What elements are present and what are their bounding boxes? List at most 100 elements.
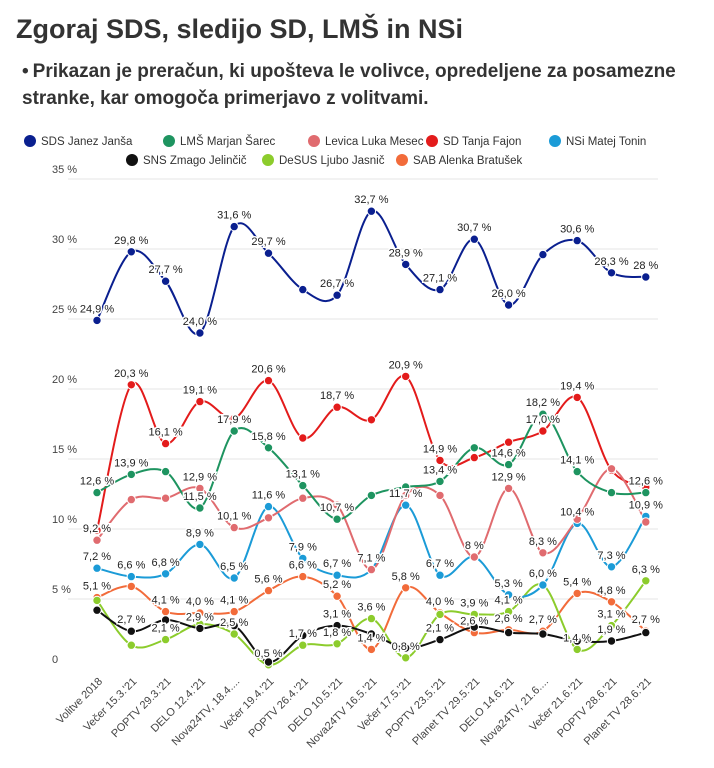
- data-label: 1,8 %: [323, 627, 351, 639]
- data-point: [435, 455, 445, 466]
- data-point: [263, 248, 274, 258]
- data-point: [469, 443, 479, 453]
- data-label: 26,7 %: [320, 278, 354, 290]
- data-point: [263, 585, 274, 596]
- x-tick-label: POPTV 26.4.'21: [246, 676, 310, 740]
- data-point: [401, 653, 411, 663]
- data-point: [401, 583, 411, 593]
- data-point: [606, 636, 617, 646]
- data-point: [401, 643, 411, 653]
- legend-marker: [126, 154, 138, 166]
- data-point: [572, 392, 582, 403]
- data-label: 17,0 %: [526, 414, 560, 426]
- data-label: 19,4 %: [560, 380, 594, 392]
- data-label: 17,9 %: [217, 414, 251, 426]
- data-point: [572, 466, 582, 477]
- data-label: 2,1 %: [152, 623, 180, 635]
- data-point: [366, 206, 377, 216]
- data-point: [641, 517, 651, 527]
- data-point: [195, 328, 205, 338]
- data-label: 16,1 %: [148, 427, 182, 439]
- data-label: 1,7 %: [289, 628, 317, 640]
- data-point: [538, 580, 548, 590]
- data-label: 20,6 %: [251, 364, 285, 376]
- legend-marker: [262, 154, 274, 166]
- data-point: [92, 487, 102, 498]
- data-label: 28 %: [633, 260, 658, 272]
- data-point: [332, 591, 342, 601]
- data-label: 7,9 %: [289, 541, 317, 553]
- data-point: [435, 476, 445, 487]
- data-point: [366, 644, 377, 655]
- data-point: [606, 620, 617, 631]
- data-label: 28,3 %: [594, 256, 628, 268]
- data-point: [229, 426, 239, 436]
- data-point: [332, 514, 342, 524]
- y-tick-label: 15 %: [52, 444, 77, 456]
- data-label: 5,2 %: [323, 579, 351, 591]
- data-point: [469, 609, 479, 620]
- data-label: 30,7 %: [457, 222, 491, 234]
- data-label: 7,1 %: [357, 553, 385, 565]
- data-label: 27,1 %: [423, 273, 457, 285]
- data-label: 12,6 %: [629, 476, 663, 488]
- data-point: [92, 595, 102, 606]
- data-point: [503, 437, 514, 447]
- data-label: 12,6 %: [80, 476, 114, 488]
- data-point: [401, 482, 411, 492]
- data-label: 24,9 %: [80, 303, 114, 315]
- data-label: 2,1 %: [426, 623, 454, 635]
- data-label: 4,8 %: [597, 585, 625, 597]
- data-label: 32,7 %: [354, 194, 388, 206]
- data-point: [263, 657, 274, 667]
- data-point: [366, 564, 377, 575]
- data-point: [641, 576, 651, 586]
- data-point: [572, 588, 582, 599]
- data-point: [503, 627, 514, 638]
- data-label: 1,4 %: [563, 632, 591, 644]
- data-point: [229, 573, 239, 583]
- legend-label: LMŠ Marjan Šarec: [180, 135, 275, 148]
- data-point: [538, 629, 548, 639]
- data-point: [469, 234, 479, 244]
- data-label: 2,7 %: [632, 614, 660, 626]
- data-point: [503, 300, 514, 310]
- data-label: 29,8 %: [114, 235, 148, 247]
- data-point: [606, 597, 617, 607]
- data-label: 18,2 %: [526, 397, 560, 409]
- data-label: 2,7 %: [529, 614, 557, 626]
- data-point: [298, 571, 308, 582]
- legend-label: SAB Alenka Bratušek: [413, 155, 523, 167]
- data-point: [503, 459, 514, 470]
- legend-marker: [163, 135, 175, 147]
- data-point: [126, 626, 137, 636]
- data-label: 10,1 %: [217, 511, 251, 523]
- data-point: [298, 493, 308, 503]
- y-tick-label: 0: [52, 654, 58, 666]
- data-point: [572, 644, 582, 655]
- data-label: 20,3 %: [114, 368, 148, 380]
- data-point: [366, 613, 377, 624]
- data-point: [160, 466, 171, 477]
- data-label: 12,9 %: [183, 471, 217, 483]
- chart-title: Zgoraj SDS, sledijo SD, LMŠ in NSi: [16, 14, 464, 44]
- legend-label: Levica Luka Mesec: [325, 136, 424, 148]
- data-point: [538, 426, 548, 436]
- legend-label: DeSUS Ljubo Jasnič: [279, 155, 385, 167]
- data-label: 1,4 %: [357, 632, 385, 644]
- x-tick-label: POPTV 23.5.'21: [384, 676, 448, 740]
- data-point: [92, 563, 102, 573]
- data-label: 3,9 %: [460, 597, 488, 609]
- data-point: [92, 315, 102, 326]
- y-tick-label: 5 %: [52, 584, 71, 596]
- data-label: 2,9 %: [186, 611, 214, 623]
- data-point: [195, 608, 205, 618]
- data-point: [229, 629, 239, 639]
- data-label: 2,6 %: [460, 616, 488, 628]
- data-label: 6,5 %: [220, 561, 248, 573]
- data-label: 13,9 %: [114, 457, 148, 469]
- legend-label: SNS Zmago Jelinčič: [143, 155, 247, 167]
- data-point: [606, 487, 617, 498]
- data-label: 4,1 %: [220, 595, 248, 607]
- data-label: 2,5 %: [220, 617, 248, 629]
